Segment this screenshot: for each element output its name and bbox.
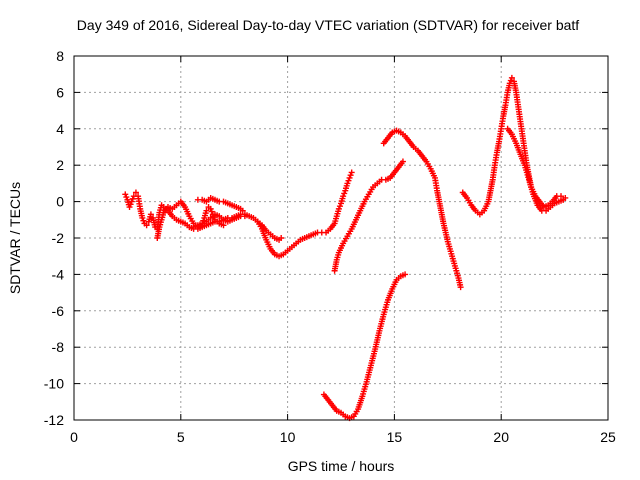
data-point <box>208 208 215 215</box>
data-point <box>139 214 146 221</box>
data-point <box>129 195 136 202</box>
data-point <box>341 190 348 197</box>
data-point <box>344 180 351 187</box>
plot-border <box>73 55 609 421</box>
x-tick-labels: 0 5 10 15 20 25 <box>70 429 616 445</box>
data-point <box>278 235 285 241</box>
data-point <box>199 220 206 227</box>
y-tick-label: -2 <box>52 230 65 246</box>
y-tick-label: 6 <box>56 84 64 100</box>
data-point <box>347 172 354 179</box>
x-tick-label: 25 <box>600 429 616 445</box>
data-point <box>508 74 515 81</box>
data-point <box>340 193 347 200</box>
data-point <box>335 205 342 212</box>
data-point <box>399 158 406 165</box>
data-point <box>123 194 130 201</box>
y-tick-label: 0 <box>56 194 64 210</box>
data-point <box>209 211 216 218</box>
grid <box>73 55 609 421</box>
data-point <box>207 205 214 212</box>
y-axis-label: SDTVAR / TECUs <box>7 182 23 294</box>
x-axis-label: GPS time / hours <box>288 458 395 474</box>
data-points <box>122 74 569 422</box>
y-tick-label: 4 <box>56 121 64 137</box>
y-tick-label: -10 <box>44 376 64 392</box>
data-point <box>147 211 154 218</box>
data-point <box>345 177 352 184</box>
data-point <box>562 194 569 201</box>
data-point <box>128 198 135 205</box>
data-point <box>127 201 134 208</box>
y-tick-label: -6 <box>52 303 65 319</box>
data-point <box>220 222 227 229</box>
x-tick-label: 10 <box>280 429 296 445</box>
data-point <box>239 207 246 214</box>
x-tick-label: 20 <box>493 429 509 445</box>
data-point <box>143 222 150 229</box>
y-tick-label: -8 <box>52 339 65 355</box>
y-tick-labels: 8 6 4 2 0 -2 -4 -6 -8 -10 -12 <box>44 48 64 428</box>
x-tick-label: 5 <box>177 429 185 445</box>
y-tick-label: 8 <box>56 48 64 64</box>
data-point <box>140 217 147 224</box>
data-point <box>203 207 210 214</box>
data-point <box>348 169 355 176</box>
y-tick-label: -12 <box>44 412 64 428</box>
chart-title: Day 349 of 2016, Sidereal Day-to-day VTE… <box>77 17 580 33</box>
data-point <box>346 174 353 181</box>
data-point <box>126 204 133 211</box>
data-point <box>507 77 514 84</box>
y-tick-label: 2 <box>56 157 64 173</box>
data-point <box>122 191 129 198</box>
x-tick-label: 15 <box>387 429 403 445</box>
data-point <box>336 203 343 210</box>
data-point <box>132 189 139 196</box>
data-point <box>457 284 464 291</box>
x-tick-label: 0 <box>70 429 78 445</box>
y-tick-label: -4 <box>52 266 65 282</box>
data-point <box>200 217 207 224</box>
data-point <box>402 271 409 278</box>
data-point <box>210 214 217 221</box>
data-point <box>241 213 248 220</box>
